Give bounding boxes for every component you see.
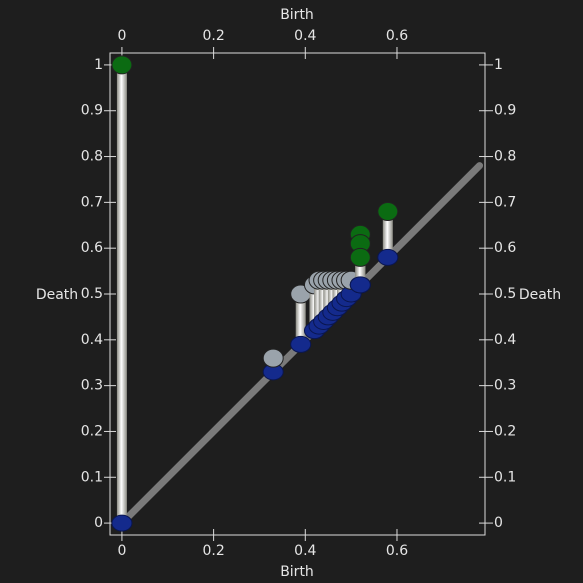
birth-point xyxy=(290,335,312,353)
x-tick-label-top: 0.4 xyxy=(294,28,316,44)
y-tick-label-right: 0.6 xyxy=(494,240,516,256)
birth-point xyxy=(111,514,133,532)
persistence-bar xyxy=(116,64,127,524)
death-point xyxy=(349,247,371,267)
y-tick-label-right: 0.7 xyxy=(494,194,516,210)
x-tick-label-top: 0 xyxy=(117,28,126,44)
x-tick-label-bottom: 0.6 xyxy=(386,543,408,559)
y-tick-label-left: 1 xyxy=(94,57,103,73)
left-axis-title: Death xyxy=(36,287,78,303)
x-tick-label-bottom: 0 xyxy=(117,543,126,559)
persistence-bar xyxy=(355,257,366,285)
death-point xyxy=(111,55,133,75)
x-tick-label-bottom: 0.4 xyxy=(294,543,316,559)
bottom-axis-title: Birth xyxy=(280,564,314,580)
y-tick-label-left: 0.1 xyxy=(81,469,103,485)
y-tick-label-right: 0.1 xyxy=(494,469,516,485)
y-tick-label-right: 1 xyxy=(494,57,503,73)
y-tick-label-left: 0.3 xyxy=(81,378,103,394)
x-tick-label-bottom: 0.2 xyxy=(202,543,224,559)
y-tick-label-left: 0 xyxy=(94,515,103,531)
birth-point xyxy=(349,276,371,294)
y-tick-label-left: 0.2 xyxy=(81,423,103,439)
y-tick-label-right: 0.5 xyxy=(494,286,516,302)
top-axis-title: Birth xyxy=(280,7,314,23)
y-tick-label-right: 0.8 xyxy=(494,149,516,165)
birth-point xyxy=(377,248,399,266)
x-tick-label-top: 0.6 xyxy=(386,28,408,44)
y-tick-label-left: 0.7 xyxy=(81,194,103,210)
persistence-bar xyxy=(295,294,306,345)
y-tick-label-left: 0.6 xyxy=(81,240,103,256)
y-tick-label-right: 0.3 xyxy=(494,378,516,394)
y-tick-label-right: 0.2 xyxy=(494,423,516,439)
y-tick-label-right: 0.4 xyxy=(494,332,516,348)
death-point xyxy=(262,348,284,368)
death-point xyxy=(377,202,399,222)
x-tick-label-top: 0.2 xyxy=(202,28,224,44)
y-tick-label-right: 0.9 xyxy=(494,103,516,119)
y-tick-label-right: 0 xyxy=(494,515,503,531)
y-tick-label-left: 0.8 xyxy=(81,149,103,165)
y-tick-label-left: 0.9 xyxy=(81,103,103,119)
y-tick-label-left: 0.5 xyxy=(81,286,103,302)
persistence-bar xyxy=(382,211,393,258)
right-axis-title: Death xyxy=(519,287,561,303)
y-tick-label-left: 0.4 xyxy=(81,332,103,348)
